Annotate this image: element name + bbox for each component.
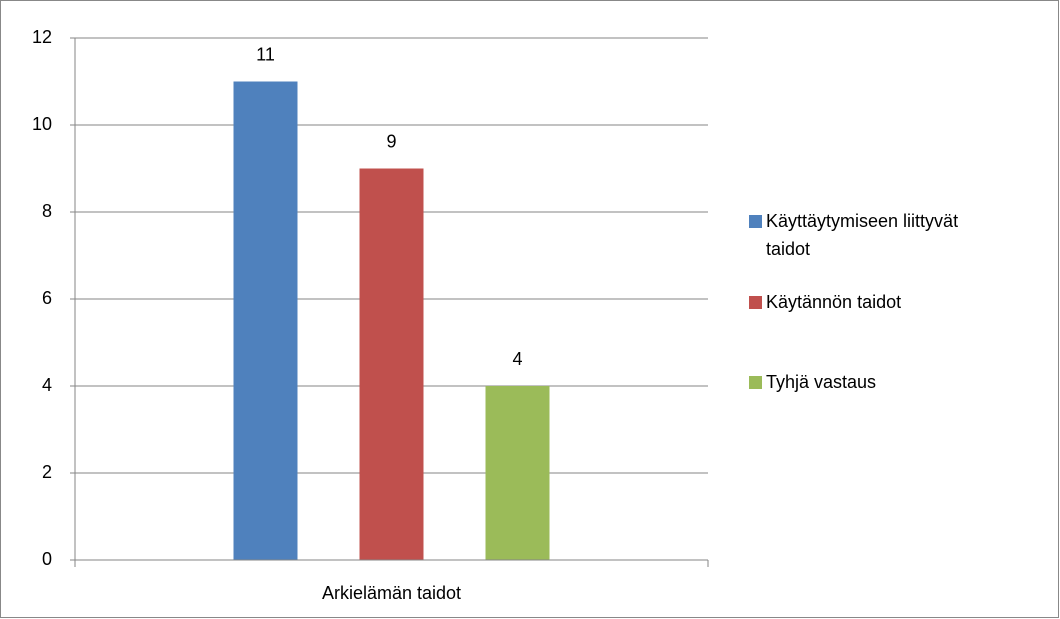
y-tick-label: 10: [32, 114, 52, 134]
y-tick-label: 0: [42, 549, 52, 569]
legend-swatch: [749, 215, 762, 228]
bar: [359, 168, 424, 560]
y-tick-label: 8: [42, 201, 52, 221]
y-tick-label: 12: [32, 27, 52, 47]
y-tick-label: 2: [42, 462, 52, 482]
legend-label: Käyttäytymiseen liittyvät taidot: [766, 211, 959, 259]
x-tick-label: Arkielämän taidot: [322, 583, 461, 603]
legend-swatch: [749, 296, 762, 309]
bar: [233, 81, 298, 560]
bar: [485, 386, 550, 560]
y-tick-label: 4: [42, 375, 52, 395]
data-label: 4: [512, 349, 522, 369]
data-label: 11: [256, 44, 275, 64]
data-label: 9: [386, 131, 396, 151]
y-tick-label: 6: [42, 288, 52, 308]
legend-swatch: [749, 376, 762, 389]
legend-label: Käytännön taidot: [766, 292, 902, 312]
legend-label: Tyhjä vastaus: [766, 372, 877, 392]
